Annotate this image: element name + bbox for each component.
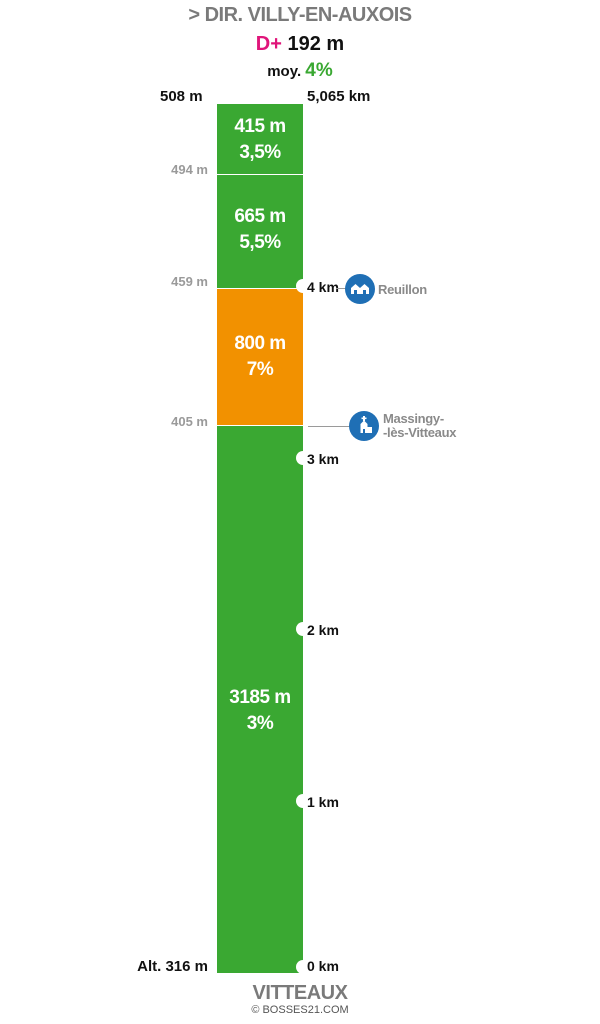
poi-label-reuillon: Reuillon — [378, 282, 427, 297]
elevation-gain: D+ 192 m — [0, 33, 600, 56]
summit-altitude: 508 m — [160, 88, 203, 105]
segment-1-label: 415 m 3,5% — [217, 114, 303, 166]
poi-leader-line — [336, 288, 346, 289]
km-notch — [296, 279, 310, 293]
profile-segment-3 — [217, 289, 303, 426]
km-notch — [296, 960, 310, 974]
segment-1-length: 415 m — [234, 116, 286, 137]
segment-1-gradient: 3,5% — [239, 142, 281, 163]
credit: © BOSSES21.COM — [251, 1004, 349, 1016]
poi-leader-line — [308, 426, 350, 427]
segment-4-gradient: 3% — [246, 713, 274, 734]
km-mark-2: 2 km — [307, 622, 339, 638]
km-mark-3: 3 km — [307, 451, 339, 467]
village-icon — [345, 274, 375, 304]
km-notch — [296, 794, 310, 808]
segment-3-label: 800 m 7% — [217, 331, 303, 383]
average-gradient-value: 4% — [305, 60, 333, 81]
segment-divider — [217, 174, 303, 175]
segment-2-gradient: 5,5% — [239, 232, 281, 253]
segment-3-gradient: 7% — [246, 359, 274, 380]
average-gradient-label: moy. — [267, 63, 302, 80]
average-gradient: moy. 4% — [0, 60, 600, 82]
profile-segment-4 — [217, 426, 303, 973]
segment-divider — [217, 288, 303, 289]
km-mark-4: 4 km — [307, 279, 339, 295]
poi-label-massingy: Massingy- -lès-Vitteaux — [383, 412, 456, 440]
poi-label-massingy-line1: Massingy- — [383, 411, 444, 426]
start-distance: 0 km — [307, 958, 339, 974]
segment-3-length: 800 m — [234, 333, 286, 354]
segment-divider — [217, 425, 303, 426]
profile-segment-2 — [217, 175, 303, 289]
church-icon — [349, 411, 379, 441]
base-altitude: Alt. 316 m — [137, 958, 208, 975]
segment-2-length: 665 m — [234, 206, 286, 227]
altitude-mark: 494 m — [171, 162, 208, 177]
km-mark-1: 1 km — [307, 794, 339, 810]
elevation-gain-label: D+ — [255, 33, 282, 55]
elevation-gain-value: 192 m — [287, 33, 345, 55]
altitude-mark: 405 m — [171, 414, 208, 429]
segment-4-length: 3185 m — [229, 687, 291, 708]
total-distance: 5,065 km — [307, 88, 371, 105]
km-notch — [296, 451, 310, 465]
start-town: VITTEAUX — [252, 982, 348, 1004]
segment-4-label: 3185 m 3% — [217, 685, 303, 737]
km-notch — [296, 622, 310, 636]
direction-title: > DIR. VILLY-EN-AUXOIS — [188, 4, 412, 26]
profile-segment-1 — [217, 104, 303, 175]
segment-2-label: 665 m 5,5% — [217, 204, 303, 256]
poi-label-massingy-line2: -lès-Vitteaux — [383, 425, 457, 440]
altitude-mark: 459 m — [171, 274, 208, 289]
